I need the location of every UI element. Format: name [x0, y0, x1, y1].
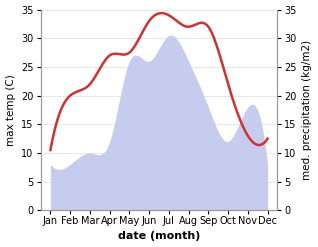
Y-axis label: max temp (C): max temp (C) [5, 74, 16, 146]
Y-axis label: med. precipitation (kg/m2): med. precipitation (kg/m2) [302, 40, 313, 180]
X-axis label: date (month): date (month) [118, 231, 200, 242]
